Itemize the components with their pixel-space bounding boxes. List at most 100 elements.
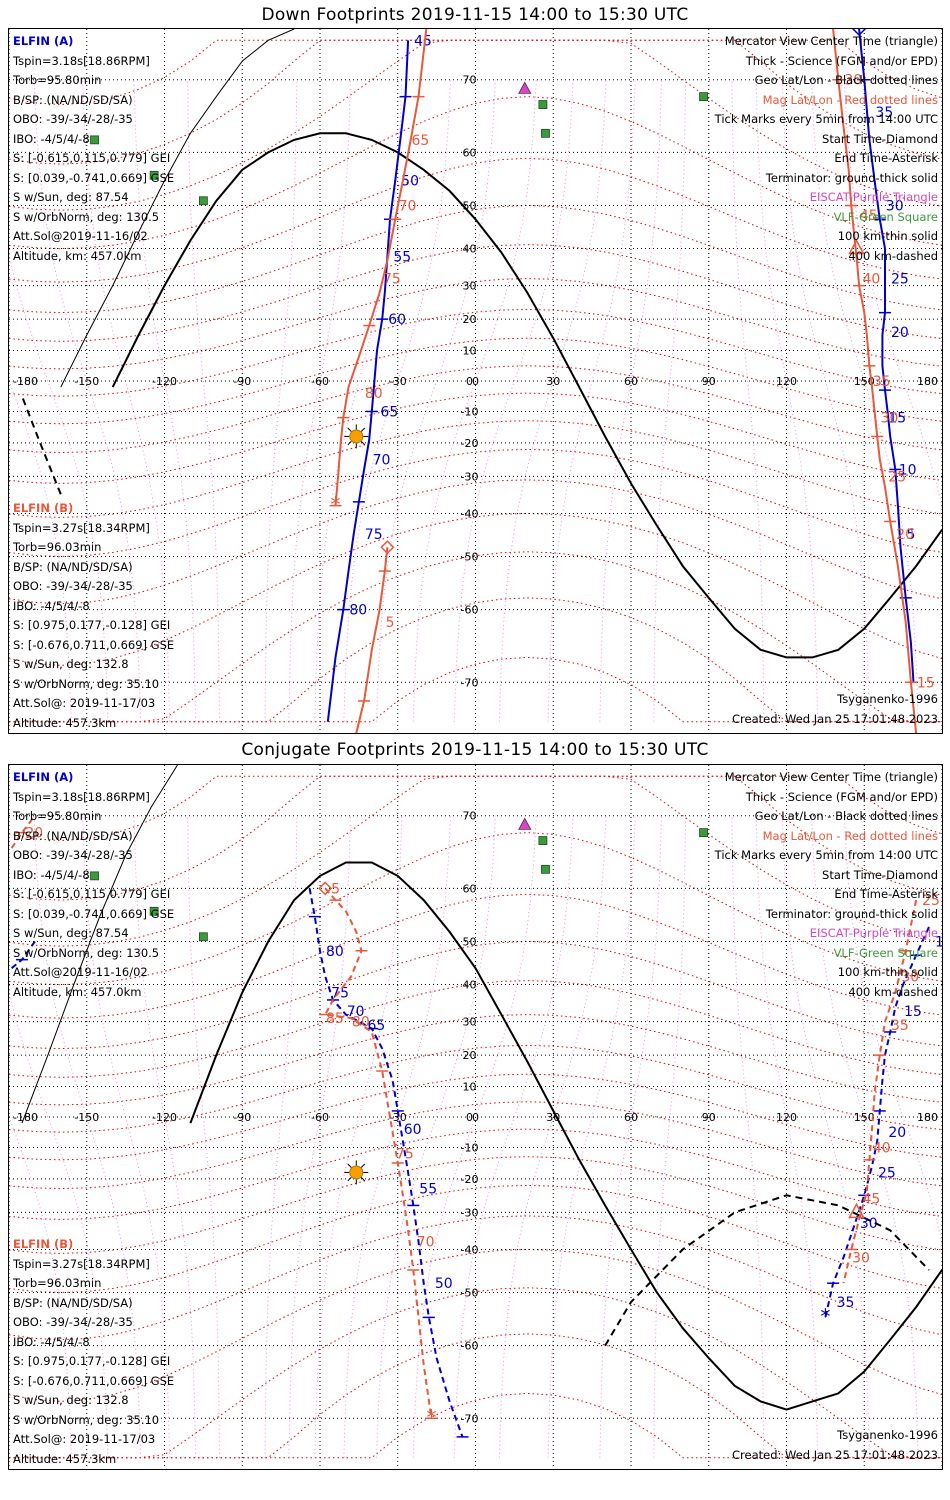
mag-lon-line bbox=[264, 815, 298, 1458]
track-time-label: 65 bbox=[380, 404, 398, 420]
sun-icon bbox=[344, 424, 369, 449]
legend-line: EISCAT-Purple Triangle bbox=[809, 926, 938, 940]
lon-tick-label: -180 bbox=[13, 1111, 38, 1124]
info-line: OBO: -39/-34/-28/-35 bbox=[13, 848, 133, 862]
mag-lon-line bbox=[453, 79, 574, 722]
info-line: OBO: -39/-34/-28/-35 bbox=[13, 1315, 133, 1329]
lat-tick-label: 70 bbox=[463, 74, 477, 87]
terminator-100km-line bbox=[21, 765, 178, 1124]
track-time-label: 60 bbox=[404, 1122, 422, 1138]
elfin-b-lines: Tspin=3.27s[18.34RPM] Torb=96.03min B/SP: … bbox=[13, 519, 174, 734]
track-time-label: 25 bbox=[878, 1165, 896, 1181]
info-line: S w/Sun, deg: 87.54 bbox=[13, 190, 129, 204]
vlf-square bbox=[541, 864, 550, 874]
info-line: S w/OrbNorm, deg: 35.10 bbox=[13, 676, 160, 691]
mag-lon-line bbox=[33, 815, 142, 1458]
down-footprints-map: -180 -150 -120 -90 -60 -30 0 30 60 90 120 150 180706… bbox=[9, 29, 942, 733]
lon-tick-label: -120 bbox=[152, 375, 177, 388]
panel-title-conjugate: Conjugate Footprints 2019-11-15 14:00 to… bbox=[241, 740, 709, 760]
track-time-label: 40 bbox=[862, 272, 880, 288]
track-time-label: 15 bbox=[888, 411, 906, 427]
sun-ray bbox=[347, 441, 352, 446]
track-time-label: 50 bbox=[401, 174, 419, 190]
elfin-a-track bbox=[858, 29, 915, 683]
sun-ray bbox=[347, 1163, 352, 1168]
vlf-square bbox=[149, 170, 159, 180]
mag-lat-line bbox=[9, 1101, 942, 1190]
mag-lon-line bbox=[653, 815, 687, 1458]
track-time-label: 25 bbox=[922, 893, 940, 909]
legend-line: Thick - Science (FGM and/or EPD) bbox=[745, 53, 938, 68]
track-time-label: 65 bbox=[367, 1018, 385, 1034]
track-time-label: 65 bbox=[412, 133, 430, 149]
track-time-label: 20 bbox=[888, 1125, 906, 1141]
info-line: B/SP: (NA/ND/SD/SA) bbox=[13, 828, 133, 843]
lon-tick-label: 150 bbox=[854, 375, 875, 388]
legend-line: Tick Marks every 5min from 14:00 UTC bbox=[714, 848, 938, 862]
track-time-label: 30 bbox=[860, 1216, 878, 1232]
info-line: S w/Sun, deg: 132.8 bbox=[13, 1393, 129, 1407]
info-line: S: [0.039,-0.741,0.669] GSE bbox=[13, 906, 175, 921]
vlf-square bbox=[198, 196, 208, 206]
info-line: Att.Sol@: 2019-11-17/03 bbox=[13, 1432, 156, 1446]
elfin-a-label: ELFIN (A) bbox=[13, 770, 74, 784]
mag-lon-line bbox=[288, 79, 351, 722]
sun-ray bbox=[360, 1177, 366, 1182]
mag-lat-line bbox=[9, 1073, 942, 1161]
sun-ray bbox=[360, 1163, 366, 1168]
elfin-b-label: ELFIN (B) bbox=[13, 501, 74, 515]
axis-tick-labels: -180 -150 -120 -90 -60 -30 0 30 60 90 120 150 180706… bbox=[13, 74, 938, 690]
lon-tick-label: -30 bbox=[389, 1111, 407, 1124]
info-line: S w/OrbNorm, deg: 35.10 bbox=[13, 1412, 160, 1427]
info-line: IBO: -4/5/4/-8 bbox=[13, 598, 90, 613]
mag-lon-line bbox=[498, 815, 607, 1458]
lat-tick-label: -50 bbox=[461, 1286, 479, 1299]
lat-tick-label: 30 bbox=[463, 280, 477, 293]
track-time-label: 35 bbox=[891, 1018, 909, 1034]
lon-tick-label: 60 bbox=[624, 1111, 638, 1124]
mag-lon-line bbox=[133, 79, 197, 722]
elfin-a-lines: Tspin=3.18s[18.86RPM] Torb=95.80min B/SP: … bbox=[13, 52, 174, 267]
track-time-label: 30 bbox=[881, 411, 899, 427]
elfin-b-info: ELFIN (B) Tspin=3.27s[18.34RPM] Torb=96.0… bbox=[13, 499, 174, 733]
mag-lon-line bbox=[547, 79, 636, 722]
sun-ray bbox=[360, 441, 366, 446]
axis-tick-labels: -180 -150 -120 -90 -60 -30 0 30 60 90 120 150 180706… bbox=[13, 810, 938, 1426]
info-line: S: [0.975,0.177,-0.128] GEI bbox=[13, 618, 171, 632]
mag-lon-line bbox=[653, 79, 687, 722]
lat-tick-label: 0 bbox=[466, 1111, 473, 1124]
view-center-triangle bbox=[848, 238, 865, 255]
mag-lon-line bbox=[811, 79, 919, 722]
sun-ray bbox=[347, 1177, 352, 1182]
created-timestamp: Created: Wed Jan 25 17:01:48 2023 bbox=[731, 711, 938, 726]
lon-tick-label: 120 bbox=[776, 375, 797, 388]
lat-tick-label: -60 bbox=[461, 604, 479, 617]
vlf-square bbox=[699, 828, 708, 838]
mag-lat-line bbox=[9, 1248, 942, 1402]
track-time-label: 50 bbox=[435, 1276, 453, 1292]
geo-grid bbox=[9, 765, 942, 1469]
vlf-square bbox=[90, 135, 99, 145]
info-line: B/SP: (NA/ND/SD/SA) bbox=[13, 92, 133, 107]
legend-line: 400 km-dashed bbox=[848, 984, 938, 999]
track-time-label: 5 bbox=[386, 615, 395, 631]
info-line: S w/Sun, deg: 132.8 bbox=[13, 657, 129, 671]
track-time-label: 45 bbox=[862, 1192, 880, 1208]
info-line: S w/OrbNorm, deg: 130.5 bbox=[13, 209, 160, 224]
start-time-diamond bbox=[380, 540, 395, 555]
info-line: Torb=96.03min bbox=[13, 1276, 102, 1290]
lat-tick-label: 60 bbox=[463, 146, 477, 159]
elfin-a-track bbox=[326, 40, 410, 722]
track-time-label: 20 bbox=[25, 826, 43, 842]
elfin-a-info: ELFIN (A) Tspin=3.18s[18.86RPM] Torb=95.8… bbox=[13, 768, 174, 1002]
legend-line: 100 km-thin solid bbox=[837, 965, 938, 979]
terminator-400km-line bbox=[604, 1194, 930, 1347]
lon-tick-label: -150 bbox=[74, 375, 99, 388]
legend-line: Terminator: ground-thick solid bbox=[765, 170, 938, 185]
start-time-diamond bbox=[318, 881, 333, 896]
info-line: Tspin=3.18s[18.86RPM] bbox=[13, 789, 150, 804]
elfin-a-lines: Tspin=3.18s[18.86RPM] Torb=95.80min B/SP: … bbox=[13, 788, 174, 1003]
elfin-b-track bbox=[842, 899, 918, 1284]
lon-tick-label: -60 bbox=[311, 375, 329, 388]
info-line: Altitude: 457.3km bbox=[13, 1451, 117, 1466]
